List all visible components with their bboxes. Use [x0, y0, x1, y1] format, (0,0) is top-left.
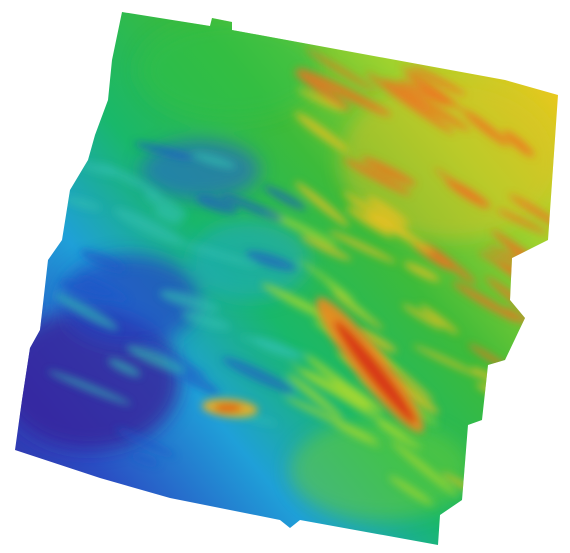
- mid-zone: [190, 220, 310, 300]
- sand-wave: [500, 373, 540, 401]
- sand-wave: [474, 379, 550, 422]
- sand-wave: [505, 405, 568, 442]
- ridge-crest: [214, 404, 242, 412]
- shallow-zone: [140, 20, 320, 120]
- bathymetry-map: [0, 0, 570, 553]
- shallow-zone: [290, 420, 470, 520]
- sand-wave: [498, 446, 570, 510]
- page: (() => { const svg = document.getElement…: [0, 0, 570, 553]
- sand-wave: [523, 345, 570, 376]
- survey-area: [0, 0, 570, 553]
